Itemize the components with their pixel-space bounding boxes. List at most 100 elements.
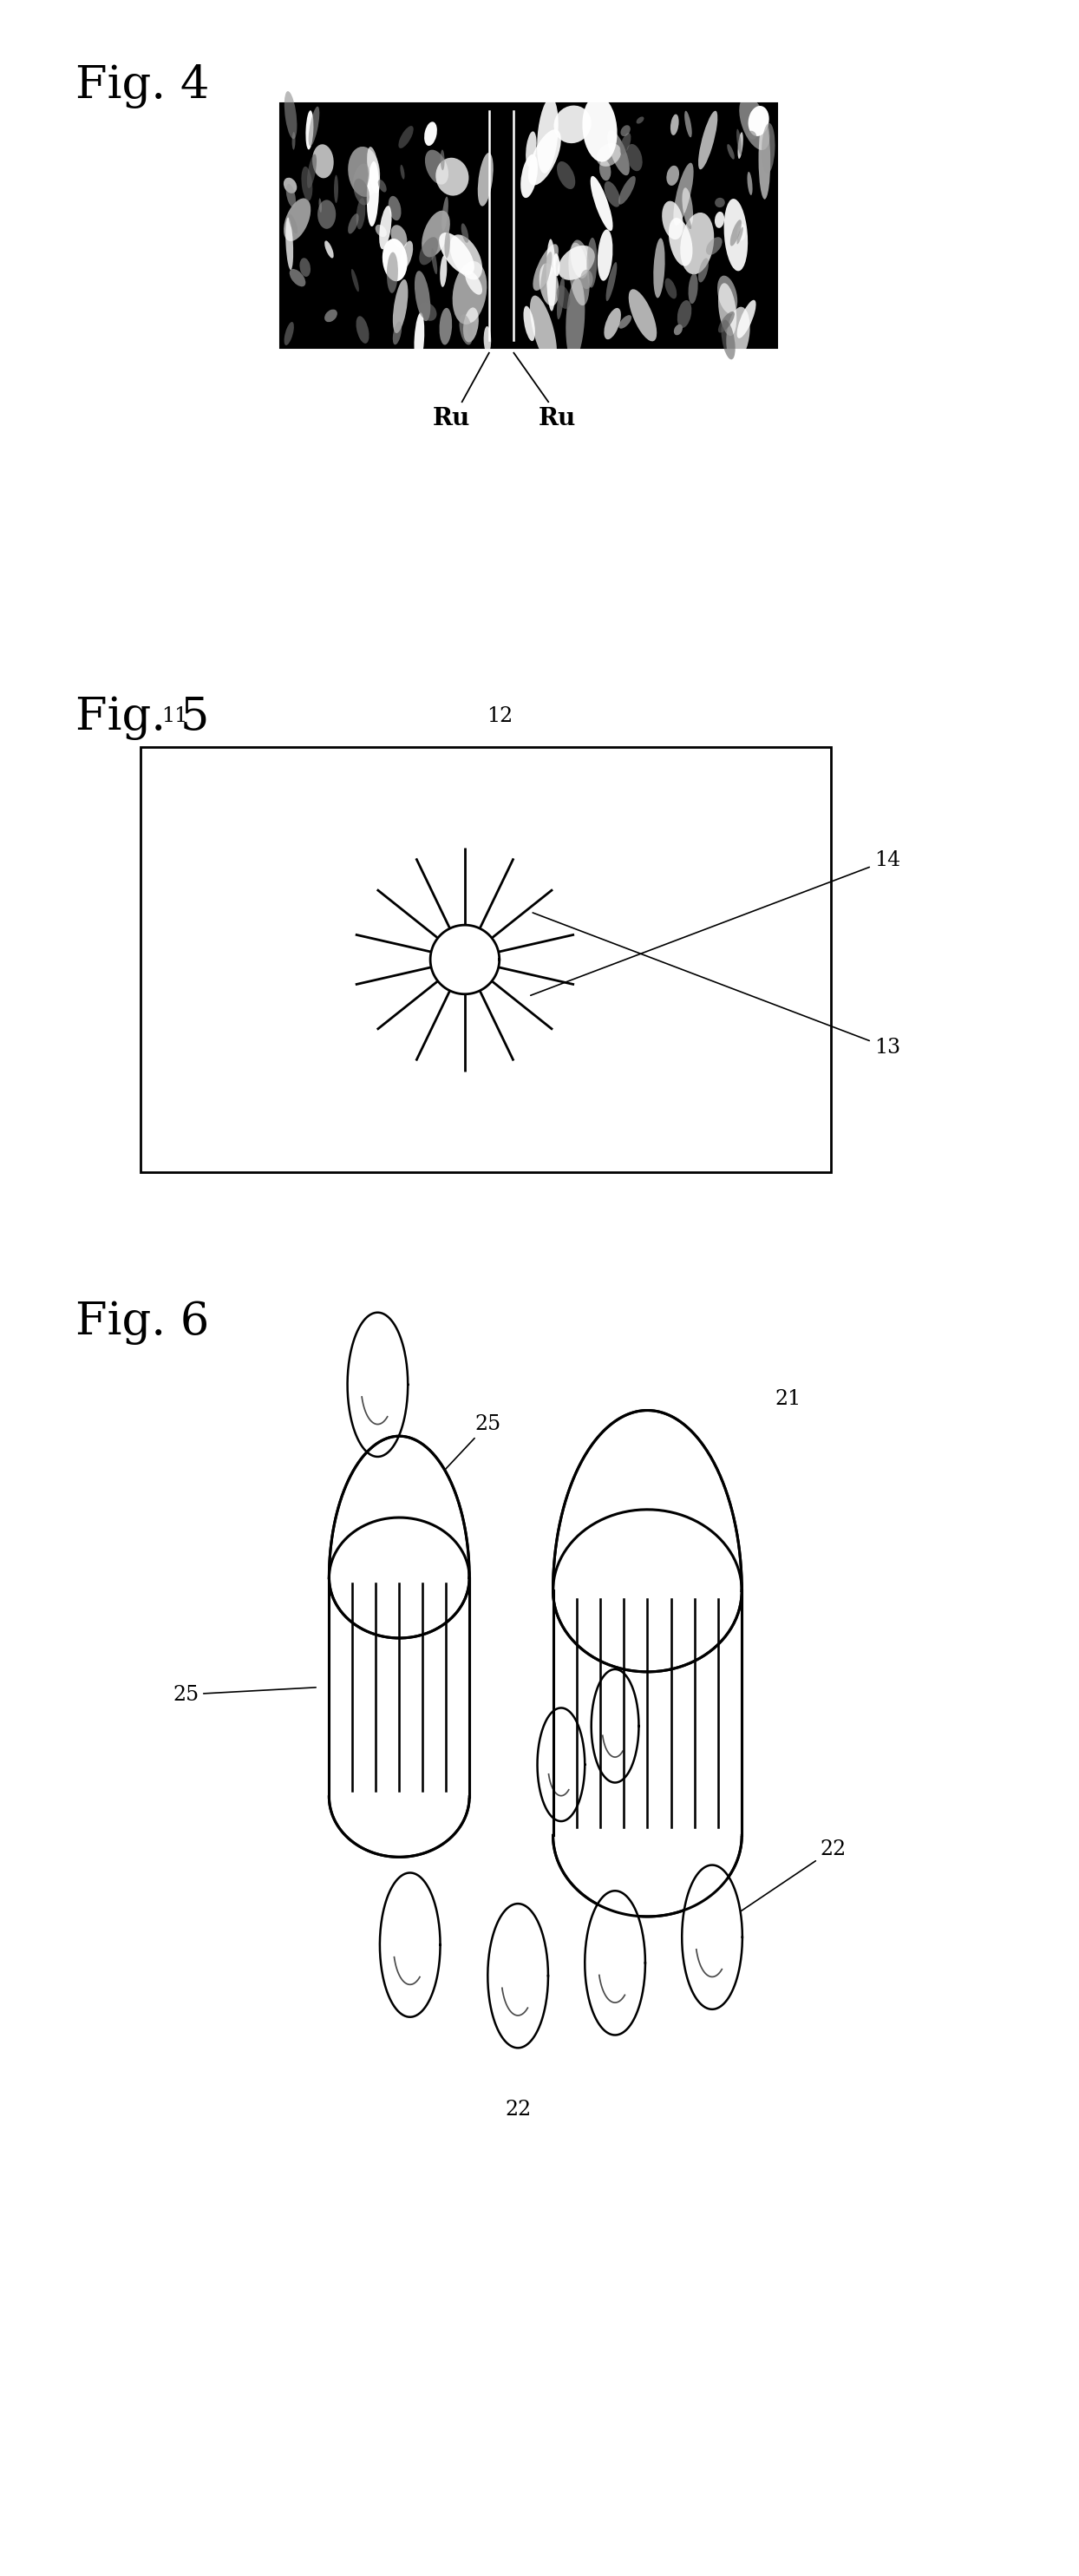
Ellipse shape [393,278,408,332]
Ellipse shape [354,178,369,206]
Ellipse shape [520,155,537,198]
Ellipse shape [748,106,769,137]
Polygon shape [585,1891,645,2035]
Ellipse shape [420,237,438,265]
Ellipse shape [684,111,692,137]
Ellipse shape [382,240,408,281]
Ellipse shape [463,307,479,343]
Ellipse shape [461,224,468,242]
Ellipse shape [698,258,709,283]
Ellipse shape [629,289,657,340]
Ellipse shape [445,232,450,258]
Ellipse shape [419,301,437,322]
Ellipse shape [673,162,694,227]
Ellipse shape [557,278,564,319]
Ellipse shape [452,260,487,325]
Ellipse shape [301,167,313,201]
Ellipse shape [388,196,401,222]
Ellipse shape [305,111,314,149]
Ellipse shape [414,270,431,322]
Ellipse shape [541,252,552,291]
Ellipse shape [523,307,535,340]
Ellipse shape [441,196,449,232]
Ellipse shape [367,162,379,227]
Ellipse shape [286,216,293,270]
Text: Fig. 4: Fig. 4 [76,64,209,108]
Text: 14: 14 [531,850,900,994]
Ellipse shape [422,211,450,258]
Ellipse shape [460,314,473,345]
Ellipse shape [598,229,613,281]
Ellipse shape [318,198,322,211]
Text: 22: 22 [505,2099,531,2120]
Ellipse shape [450,234,482,281]
Ellipse shape [465,270,482,294]
Ellipse shape [285,90,297,139]
Ellipse shape [349,147,380,196]
Ellipse shape [325,240,333,258]
Ellipse shape [739,98,769,149]
Polygon shape [537,1708,585,1821]
Ellipse shape [661,201,683,240]
Ellipse shape [537,98,558,173]
Ellipse shape [288,214,298,234]
Ellipse shape [284,198,311,242]
Ellipse shape [375,224,386,237]
Ellipse shape [325,309,338,322]
Ellipse shape [467,322,477,335]
Ellipse shape [284,322,293,345]
Polygon shape [329,1577,469,1798]
Ellipse shape [698,111,718,170]
Ellipse shape [680,211,714,276]
Polygon shape [554,1510,742,1672]
Ellipse shape [379,206,392,250]
Ellipse shape [719,283,737,335]
Text: 13: 13 [533,912,900,1056]
Ellipse shape [557,286,570,309]
Ellipse shape [292,131,296,149]
Bar [140,747,831,1172]
Ellipse shape [432,247,437,273]
Ellipse shape [289,268,305,286]
Ellipse shape [528,129,561,185]
Ellipse shape [718,276,737,314]
Ellipse shape [378,180,386,193]
Ellipse shape [352,268,359,291]
Polygon shape [682,1865,742,2009]
Ellipse shape [414,312,424,366]
Ellipse shape [530,296,557,366]
Polygon shape [431,925,500,994]
Text: Fig. 6: Fig. 6 [76,1301,209,1345]
Polygon shape [380,1873,440,2017]
Text: Ru: Ru [433,407,470,430]
Ellipse shape [554,252,560,276]
Ellipse shape [665,278,677,299]
Polygon shape [591,1669,639,1783]
Polygon shape [552,1592,742,1834]
Ellipse shape [759,121,770,198]
Ellipse shape [398,126,413,149]
Ellipse shape [300,258,311,276]
Ellipse shape [312,144,333,178]
Ellipse shape [558,245,595,281]
Ellipse shape [425,149,449,185]
Ellipse shape [525,131,536,167]
Ellipse shape [317,201,336,229]
Ellipse shape [737,129,741,155]
Text: 25: 25 [173,1685,316,1705]
Text: 11: 11 [162,706,188,726]
Ellipse shape [334,175,339,204]
Ellipse shape [386,252,398,294]
Text: 21: 21 [775,1388,801,1409]
Ellipse shape [440,149,445,170]
Ellipse shape [726,307,750,361]
Ellipse shape [557,162,575,188]
Ellipse shape [714,211,724,229]
Ellipse shape [478,152,493,206]
Ellipse shape [667,165,679,185]
Ellipse shape [309,106,319,147]
Ellipse shape [673,325,683,335]
Ellipse shape [400,165,405,180]
Polygon shape [329,1517,469,1638]
Ellipse shape [684,211,692,229]
